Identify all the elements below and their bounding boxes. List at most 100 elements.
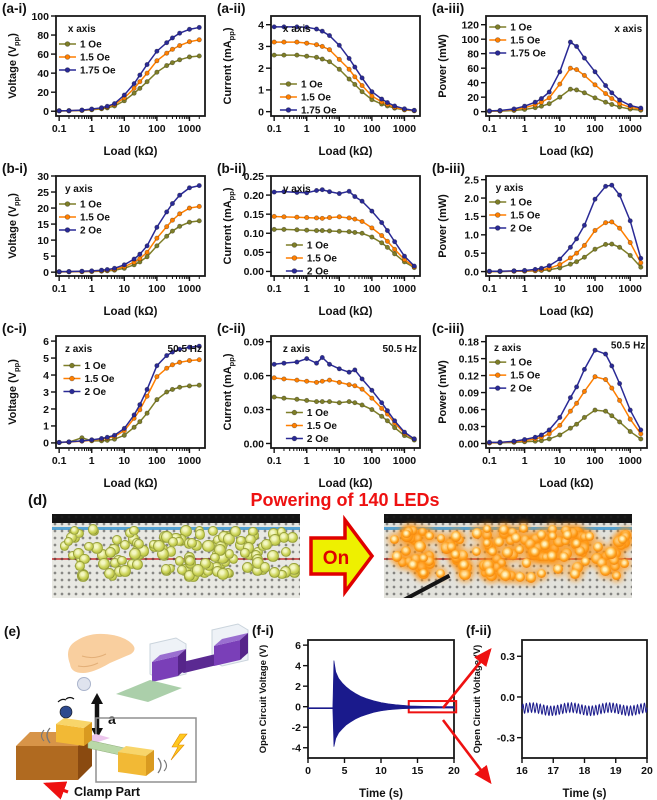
svg-text:0.1: 0.1 — [267, 123, 282, 135]
svg-text:2 Oe: 2 Oe — [510, 384, 532, 395]
svg-text:-0.3: -0.3 — [497, 732, 515, 744]
svg-text:10: 10 — [554, 123, 566, 135]
svg-text:Load (kΩ): Load (kΩ) — [540, 146, 594, 158]
led-on — [390, 535, 400, 545]
svg-text:Current (mApp): Current (mApp) — [222, 353, 236, 430]
svg-text:Power (mW): Power (mW) — [437, 194, 449, 258]
led-on — [553, 535, 565, 547]
led-on — [515, 545, 525, 554]
led-off — [177, 565, 188, 576]
svg-text:1.5 Oe: 1.5 Oe — [84, 374, 114, 385]
led-on — [413, 534, 422, 543]
svg-text:1 Oe: 1 Oe — [80, 200, 102, 211]
svg-text:y axis: y axis — [496, 183, 524, 194]
led-off — [236, 535, 246, 546]
led-on — [597, 558, 608, 569]
svg-text:100: 100 — [31, 11, 49, 23]
led-on — [558, 551, 570, 563]
led-on — [418, 553, 428, 563]
svg-text:x axis: x axis — [283, 24, 311, 35]
led-on — [408, 526, 418, 535]
svg-text:15: 15 — [37, 219, 49, 231]
svg-text:10: 10 — [333, 283, 345, 295]
svg-text:20: 20 — [37, 87, 49, 99]
led-on — [561, 536, 570, 546]
led-on — [450, 531, 462, 542]
svg-text:0.1: 0.1 — [482, 455, 497, 467]
led-on — [531, 533, 542, 545]
svg-text:5: 5 — [342, 765, 348, 777]
svg-text:0.00: 0.00 — [244, 438, 265, 450]
svg-text:Load (kΩ): Load (kΩ) — [319, 306, 373, 318]
svg-text:0: 0 — [295, 701, 301, 713]
svg-text:5: 5 — [43, 251, 49, 263]
led-on — [500, 570, 511, 582]
led-off — [104, 547, 116, 559]
svg-text:(c-iii): (c-iii) — [432, 321, 464, 336]
svg-text:2 Oe: 2 Oe — [84, 387, 106, 398]
svg-text:1 Oe: 1 Oe — [301, 80, 323, 91]
led-on — [418, 527, 427, 536]
svg-text:100: 100 — [586, 123, 604, 135]
svg-text:(c-i): (c-i) — [2, 321, 27, 336]
svg-text:0.09: 0.09 — [459, 387, 480, 399]
led-off — [192, 564, 205, 577]
led-off — [185, 556, 195, 566]
svg-text:2: 2 — [43, 404, 49, 416]
svg-text:-2: -2 — [292, 722, 301, 734]
led-on — [419, 569, 428, 578]
led-on — [519, 534, 531, 545]
led-off — [112, 535, 123, 546]
led-on — [451, 550, 461, 559]
led-off — [117, 556, 127, 566]
led-demo-row: (d) Powering of 140 LEDs On — [0, 490, 657, 614]
svg-text:0.25: 0.25 — [244, 171, 265, 183]
svg-text:0.1: 0.1 — [267, 455, 282, 467]
led-on — [530, 546, 541, 557]
led-off — [210, 552, 220, 563]
svg-text:Open Circuit Voltage (V): Open Circuit Voltage (V) — [258, 645, 269, 754]
svg-text:18: 18 — [579, 765, 591, 777]
led-off — [78, 570, 90, 582]
led-off — [267, 550, 280, 563]
led-off — [131, 559, 143, 571]
led-on — [537, 530, 547, 540]
svg-text:100: 100 — [363, 283, 381, 295]
led-on — [401, 545, 412, 556]
svg-text:Load (kΩ): Load (kΩ) — [540, 306, 594, 318]
led-board-off-photo — [52, 514, 300, 598]
svg-text:1000: 1000 — [393, 283, 417, 295]
led-on — [408, 560, 419, 571]
led-on — [572, 539, 582, 548]
svg-text:x axis: x axis — [614, 24, 642, 35]
led-off — [84, 542, 94, 552]
led-on — [605, 547, 617, 559]
svg-text:0.00: 0.00 — [459, 438, 480, 450]
svg-text:y axis: y axis — [65, 184, 93, 195]
svg-text:1.5 Oe: 1.5 Oe — [510, 211, 540, 222]
led-on — [491, 554, 503, 565]
chart-b-ii-current-y: (b-ii) 0.1 1 10 100 1000 0.00 0.05 0.10 0.15 0.20 0… — [217, 161, 421, 318]
svg-text:0: 0 — [43, 106, 49, 118]
led-on — [482, 538, 491, 547]
led-on — [585, 532, 594, 541]
led-on — [507, 527, 518, 537]
led-off — [104, 568, 115, 580]
led-on — [540, 540, 550, 550]
svg-text:60: 60 — [37, 49, 49, 61]
chart-f-ii-zoomed-voltage: (f-ii) 16 17 18 19 20 -0.3 0.0 0.3 Time (s) Open C… — [466, 623, 653, 800]
svg-text:1 Oe: 1 Oe — [510, 358, 532, 369]
led-on — [391, 551, 403, 562]
chart-c-ii-current-z: (c-ii) 0.1 1 10 100 1000 0.00 0.03 0.06 0.09 Load … — [217, 321, 421, 490]
led-on — [397, 557, 408, 567]
led-on — [612, 571, 621, 580]
led-on — [416, 561, 428, 573]
svg-text:1 Oe: 1 Oe — [510, 23, 532, 34]
svg-text:Time (s): Time (s) — [563, 788, 607, 800]
led-boards: On — [52, 514, 632, 598]
svg-text:100: 100 — [148, 283, 166, 295]
chart-a-ii-current-x: (a-ii) 0.1 1 10 100 1000 0 1 2 3 4 Load (kΩ) Current… — [217, 1, 421, 158]
svg-text:0.09: 0.09 — [244, 336, 265, 348]
svg-text:0.1: 0.1 — [267, 283, 282, 295]
svg-text:10: 10 — [554, 455, 566, 467]
